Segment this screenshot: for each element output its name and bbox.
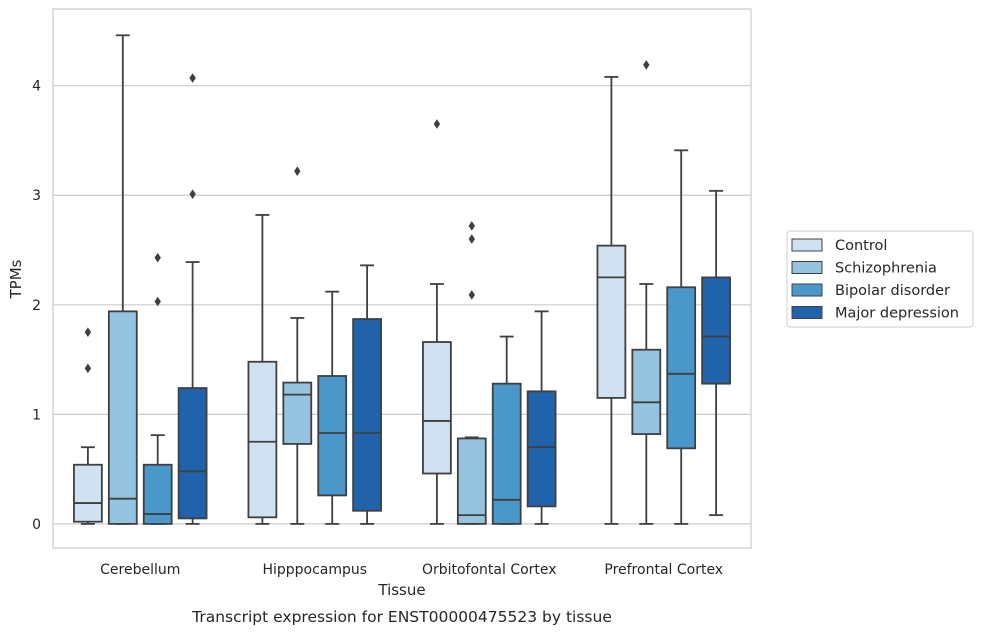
box-group [247, 166, 382, 525]
figure-caption: Transcript expression for ENST0000047552… [191, 608, 612, 626]
legend-entry-label: Schizophrenia [835, 261, 937, 277]
legend-swatch [791, 261, 823, 274]
box-major-depression [177, 73, 208, 525]
legend-swatch [791, 283, 823, 297]
legend: Control Schizophrenia Bipolar disorder Majo… [786, 230, 974, 328]
x-tick-label: Cerebellum [100, 562, 180, 578]
plot-frame [52, 8, 752, 549]
outlier-point [189, 73, 196, 83]
outlier-point [468, 290, 475, 300]
box-schizophrenia [107, 34, 138, 525]
box-iqr [456, 437, 487, 525]
x-tick-labels: Cerebellum Hipppocampus Orbitofontal Corte… [100, 562, 723, 578]
x-tick-label: Orbitofontal Cortex [422, 562, 557, 578]
box-iqr [177, 387, 208, 520]
box-group [422, 119, 557, 525]
box-bipolar-disorder [666, 149, 697, 525]
box-iqr [596, 244, 627, 399]
box-iqr [107, 310, 138, 525]
box-iqr [701, 276, 731, 385]
legend-entry-label: Control [835, 238, 887, 254]
y-tick-label: 1 [32, 407, 41, 423]
box-control [73, 327, 103, 525]
legend-entry-label: Major depression [835, 306, 959, 322]
plot-area [53, 9, 751, 548]
legend-swatch [791, 306, 823, 319]
box-iqr [491, 382, 522, 525]
box-group [596, 60, 731, 525]
outlier-point [154, 252, 161, 263]
box-control [247, 214, 278, 525]
y-tick-label: 0 [32, 517, 41, 533]
box-groups [73, 34, 731, 525]
box-iqr [73, 463, 103, 523]
box-bipolar-disorder [142, 252, 173, 525]
box-iqr [282, 381, 313, 445]
y-tick-label: 3 [32, 188, 41, 204]
outlier-point [84, 327, 92, 337]
legend-swatch [791, 238, 823, 252]
box-bipolar-disorder [491, 335, 522, 525]
outlier-point [294, 166, 301, 176]
box-iqr [142, 463, 173, 525]
x-tick-label: Prefrontal Cortex [604, 562, 723, 578]
box-major-depression [352, 264, 382, 525]
outlier-point [433, 119, 441, 129]
y-axis-label: TPMs [7, 259, 25, 299]
outlier-point [154, 296, 161, 307]
box-major-depression [526, 310, 557, 525]
box-schizophrenia [456, 221, 487, 525]
box-schizophrenia [282, 166, 313, 525]
box-group [73, 34, 208, 525]
x-tick-label: Hipppocampus [262, 562, 367, 578]
box-iqr [247, 360, 278, 519]
x-axis-label: Tissue [377, 581, 425, 599]
box-control [422, 119, 452, 525]
outlier-point [468, 221, 475, 231]
box-major-depression [701, 189, 731, 517]
box-iqr [526, 390, 557, 508]
outlier-point [84, 363, 92, 374]
box-iqr [317, 375, 348, 497]
outlier-point [189, 189, 196, 199]
y-tick-labels: 0 1 2 3 4 [32, 79, 41, 533]
box-iqr [352, 318, 382, 512]
box-iqr [422, 341, 452, 475]
outlier-point [468, 234, 475, 244]
legend-frame [786, 230, 974, 328]
box-schizophrenia [631, 60, 662, 525]
box-control [596, 76, 627, 525]
box-bipolar-disorder [317, 290, 348, 525]
legend-entry-label: Bipolar disorder [835, 283, 950, 299]
box-iqr [666, 286, 697, 450]
outlier-point [643, 60, 650, 70]
y-tick-label: 4 [32, 79, 41, 95]
y-tick-label: 2 [32, 298, 41, 314]
box-iqr [631, 348, 662, 435]
